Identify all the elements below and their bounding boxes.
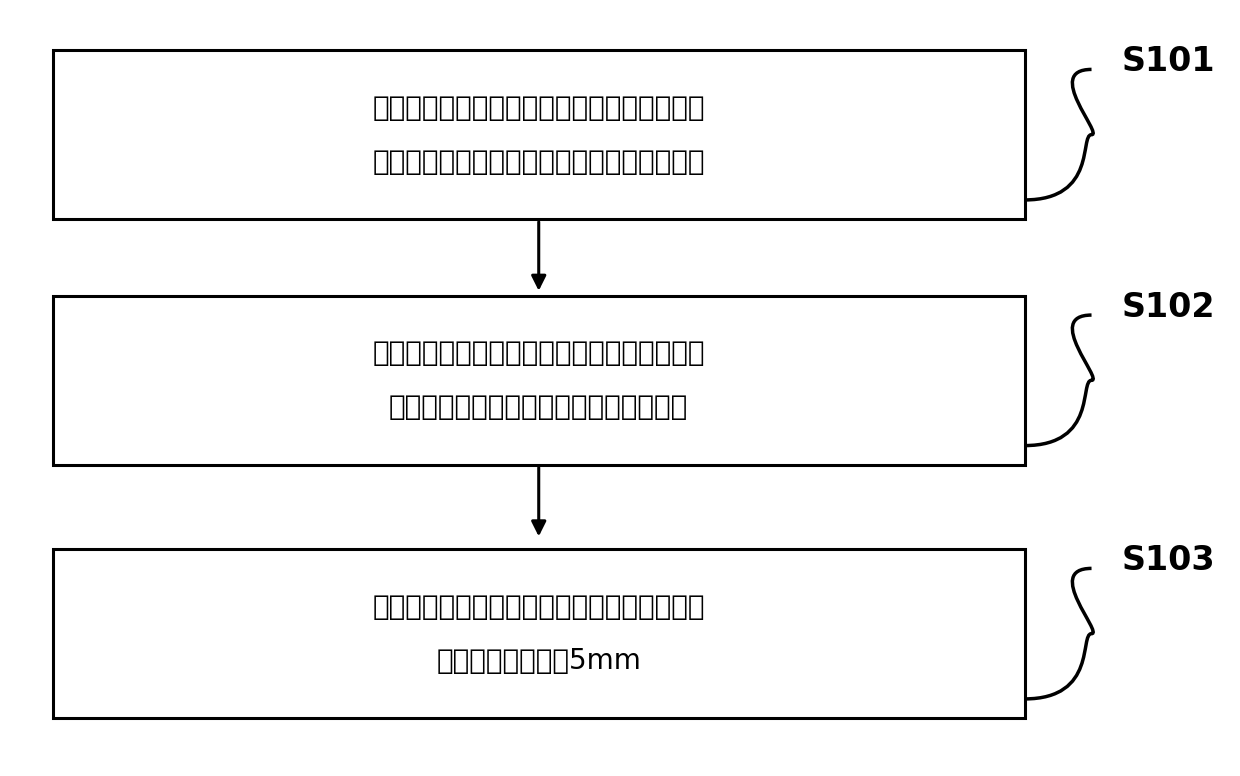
Text: 所述金属中框的质心落入若干所述定位孔之间: 所述金属中框的质心落入若干所述定位孔之间 xyxy=(372,147,706,175)
Text: 定位孔的孔径小于5mm: 定位孔的孔径小于5mm xyxy=(436,646,641,674)
Text: 在所述金属中框的边缘开设所述定位孔，所述: 在所述金属中框的边缘开设所述定位孔，所述 xyxy=(372,593,706,621)
Text: 模内注塑时，在金属中框上开设若干定位孔，: 模内注塑时，在金属中框上开设若干定位孔， xyxy=(372,94,706,122)
Text: 位置，避免开设在所述发热器件投影区域: 位置，避免开设在所述发热器件投影区域 xyxy=(389,393,688,421)
Bar xyxy=(53,549,1024,718)
Text: 所述定位孔开设在远离移动终端的发热器件的: 所述定位孔开设在远离移动终端的发热器件的 xyxy=(372,339,706,368)
Bar xyxy=(53,50,1024,219)
Text: S103: S103 xyxy=(1122,544,1215,577)
Bar xyxy=(53,296,1024,465)
Text: S101: S101 xyxy=(1122,45,1215,78)
Text: S102: S102 xyxy=(1122,291,1215,324)
